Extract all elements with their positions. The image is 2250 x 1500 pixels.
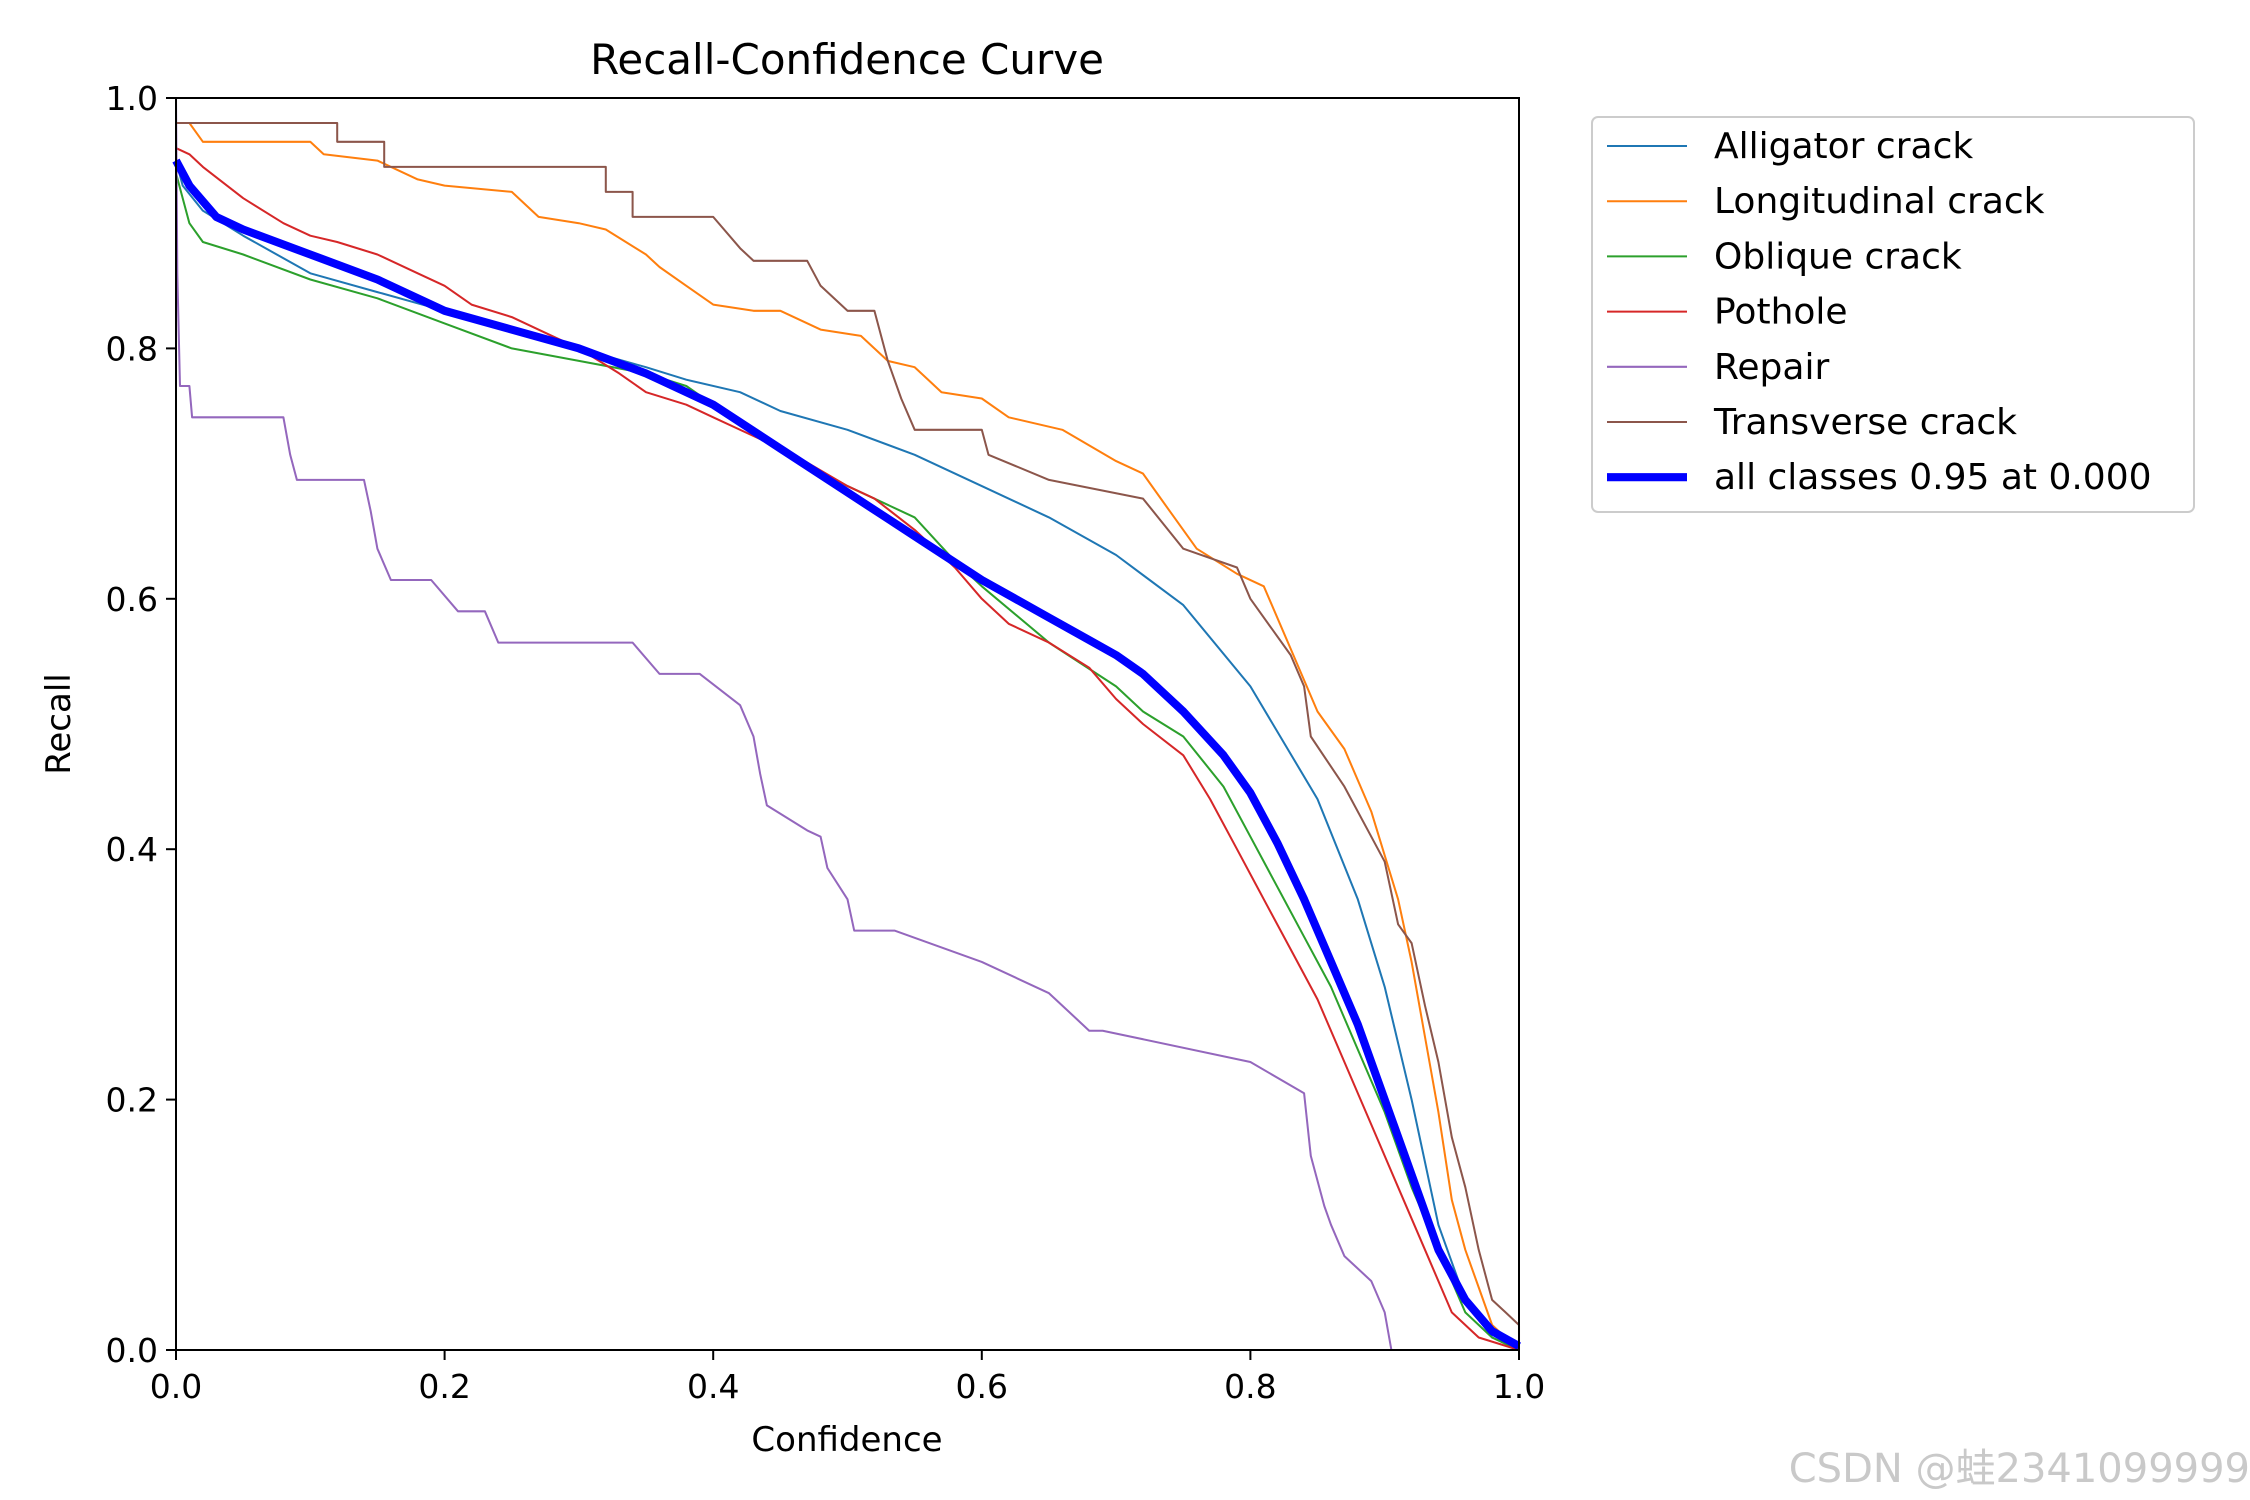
y-axis-ticks: 0.0 0.2 0.4 0.6 0.8 1.0 [106, 79, 176, 1370]
legend-label: Oblique crack [1714, 236, 1962, 277]
y-tick-label: 0.0 [106, 1331, 158, 1370]
series-line-5 [176, 121, 1521, 1350]
legend-label: Alligator crack [1714, 126, 1973, 167]
x-tick-label: 0.6 [956, 1367, 1008, 1406]
series-line-6 [172, 158, 1521, 1350]
plot-frame [175, 97, 1520, 1351]
x-tick-label: 0.8 [1224, 1367, 1276, 1406]
watermark: CSDN @蛙2341099999 [1788, 1446, 2250, 1492]
y-tick-label: 0.6 [106, 580, 158, 619]
series-line-4 [174, 97, 1519, 1352]
x-tick-label: 0.2 [418, 1367, 470, 1406]
y-tick-label: 0.8 [106, 329, 158, 368]
legend-label: Pothole [1714, 292, 1848, 333]
series-line-1 [176, 121, 1520, 1351]
legend-label: all classes 0.95 at 0.000 [1714, 457, 2152, 498]
series-line-3 [175, 147, 1520, 1351]
legend: Alligator crack Longitudinal crack Oblique… [1591, 116, 2195, 513]
x-axis-label: Confidence [751, 1420, 942, 1460]
chart-title: Recall-Confidence Curve [590, 35, 1104, 84]
series-layer [172, 97, 1521, 1352]
legend-box [1591, 116, 2195, 513]
legend-items: Alligator crack Longitudinal crack Oblique… [1607, 126, 2152, 498]
x-tick-label: 0.0 [150, 1367, 202, 1406]
legend-label: Transverse crack [1713, 402, 2017, 443]
x-tick-label: 0.4 [687, 1367, 739, 1406]
y-axis-label: Recall [39, 673, 79, 774]
y-tick-label: 1.0 [106, 79, 158, 118]
series-line-2 [175, 172, 1520, 1351]
y-tick-label: 0.4 [106, 830, 158, 869]
x-tick-label: 1.0 [1493, 1367, 1545, 1406]
x-axis-ticks: 0.0 0.2 0.4 0.6 0.8 1.0 [150, 1350, 1545, 1406]
legend-label: Repair [1714, 347, 1829, 388]
y-tick-label: 0.2 [106, 1081, 158, 1120]
legend-label: Longitudinal crack [1714, 181, 2045, 222]
series-line-0 [175, 160, 1520, 1351]
